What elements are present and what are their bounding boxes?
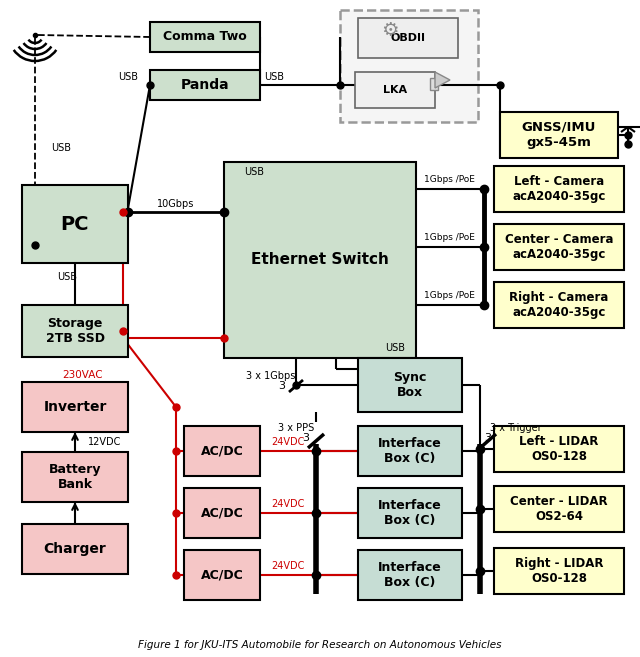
FancyBboxPatch shape <box>22 305 128 357</box>
Text: Sync
Box: Sync Box <box>394 371 427 399</box>
FancyBboxPatch shape <box>494 282 624 328</box>
Text: AC/DC: AC/DC <box>200 445 243 457</box>
Text: 3: 3 <box>484 433 492 443</box>
Text: Center - LIDAR
OS2-64: Center - LIDAR OS2-64 <box>510 495 608 523</box>
Text: USB: USB <box>244 167 264 177</box>
Text: OBDII: OBDII <box>390 33 426 43</box>
Text: AC/DC: AC/DC <box>200 507 243 520</box>
Text: 12VDC: 12VDC <box>88 437 122 447</box>
Text: 24VDC: 24VDC <box>271 499 305 509</box>
FancyBboxPatch shape <box>358 488 462 538</box>
Text: Ethernet Switch: Ethernet Switch <box>251 252 389 267</box>
FancyBboxPatch shape <box>494 166 624 212</box>
FancyBboxPatch shape <box>500 112 618 158</box>
Text: GNSS/IMU
gx5-45m: GNSS/IMU gx5-45m <box>522 121 596 149</box>
Text: USB: USB <box>264 72 284 82</box>
FancyBboxPatch shape <box>358 426 462 476</box>
FancyBboxPatch shape <box>358 550 462 600</box>
Polygon shape <box>435 72 450 88</box>
Text: 3: 3 <box>278 381 285 391</box>
Text: 10Gbps: 10Gbps <box>157 199 195 210</box>
Text: USB: USB <box>57 272 77 282</box>
Text: 24VDC: 24VDC <box>271 437 305 447</box>
Text: 3 x Trigger: 3 x Trigger <box>490 423 541 433</box>
FancyBboxPatch shape <box>494 224 624 270</box>
FancyBboxPatch shape <box>224 162 416 358</box>
FancyBboxPatch shape <box>22 524 128 574</box>
FancyBboxPatch shape <box>22 452 128 502</box>
Text: 1Gbps /PoE: 1Gbps /PoE <box>424 175 475 185</box>
Text: 3: 3 <box>303 433 310 443</box>
Text: USB: USB <box>385 343 405 353</box>
FancyBboxPatch shape <box>340 10 478 122</box>
FancyBboxPatch shape <box>150 22 260 52</box>
Text: Interface
Box (C): Interface Box (C) <box>378 437 442 465</box>
FancyBboxPatch shape <box>358 358 462 412</box>
Text: ⚙: ⚙ <box>381 20 399 39</box>
Text: USB: USB <box>118 72 138 82</box>
Text: 24VDC: 24VDC <box>271 561 305 571</box>
FancyBboxPatch shape <box>494 486 624 532</box>
Text: 3 x PPS: 3 x PPS <box>278 423 314 433</box>
FancyBboxPatch shape <box>22 185 128 263</box>
Text: Right - Camera
acA2040-35gc: Right - Camera acA2040-35gc <box>509 291 609 319</box>
Text: Charger: Charger <box>44 542 106 556</box>
Text: Right - LIDAR
OS0-128: Right - LIDAR OS0-128 <box>515 557 604 585</box>
Text: Figure 1 for JKU-ITS Automobile for Research on Autonomous Vehicles: Figure 1 for JKU-ITS Automobile for Rese… <box>138 640 502 650</box>
Text: Left - LIDAR
OS0-128: Left - LIDAR OS0-128 <box>519 435 598 463</box>
FancyBboxPatch shape <box>184 550 260 600</box>
FancyBboxPatch shape <box>494 426 624 472</box>
Text: PC: PC <box>61 214 89 233</box>
Text: Comma Two: Comma Two <box>163 30 247 43</box>
FancyBboxPatch shape <box>22 382 128 432</box>
Text: Storage
2TB SSD: Storage 2TB SSD <box>45 317 104 345</box>
Text: Interface
Box (C): Interface Box (C) <box>378 499 442 527</box>
Text: Inverter: Inverter <box>44 400 107 414</box>
Text: 3 x 1Gbps: 3 x 1Gbps <box>246 371 296 381</box>
Text: 1Gbps /PoE: 1Gbps /PoE <box>424 233 475 242</box>
FancyBboxPatch shape <box>494 548 624 594</box>
Text: 1Gbps /PoE: 1Gbps /PoE <box>424 292 475 300</box>
FancyBboxPatch shape <box>184 426 260 476</box>
FancyBboxPatch shape <box>430 78 438 90</box>
Text: AC/DC: AC/DC <box>200 568 243 581</box>
FancyBboxPatch shape <box>150 70 260 100</box>
FancyBboxPatch shape <box>184 488 260 538</box>
Text: Panda: Panda <box>180 78 229 92</box>
Text: USB: USB <box>51 143 71 153</box>
FancyBboxPatch shape <box>355 72 435 108</box>
Text: Battery
Bank: Battery Bank <box>49 463 101 491</box>
Text: LKA: LKA <box>383 85 407 95</box>
Text: Center - Camera
acA2040-35gc: Center - Camera acA2040-35gc <box>505 233 613 261</box>
Text: Interface
Box (C): Interface Box (C) <box>378 561 442 589</box>
Text: 230VAC: 230VAC <box>62 370 102 380</box>
Text: Left - Camera
acA2040-35gc: Left - Camera acA2040-35gc <box>512 175 605 203</box>
FancyBboxPatch shape <box>358 18 458 58</box>
